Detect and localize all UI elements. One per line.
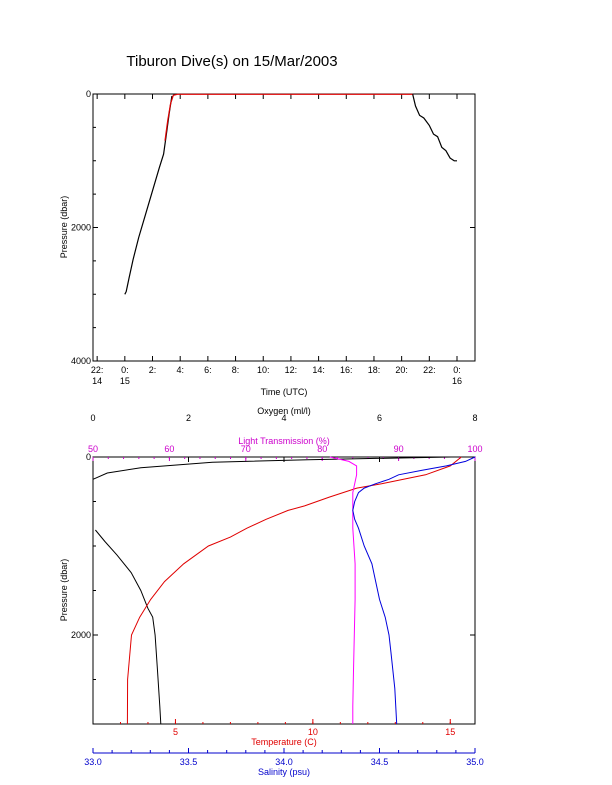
oxygen-tick-label-1: 2 [186, 413, 191, 423]
light-tick-label-5: 100 [467, 444, 482, 454]
salinity-tick-label-3: 34.5 [371, 757, 389, 767]
light-tick-label-0: 50 [88, 444, 98, 454]
top-x-tick-label-6: 10: [257, 365, 270, 375]
bottom-series-group [92, 456, 476, 725]
oxygen-axis-label: Oxygen (ml/l) [257, 406, 311, 416]
top-x-tick-label-4: 6: [204, 365, 212, 375]
top-x-tick-sublabel-13: 16 [452, 376, 462, 386]
top-x-tick-label-11: 20: [395, 365, 408, 375]
salinity-tick-label-4: 35.0 [466, 757, 484, 767]
top-x-ticks: 22:140:152: 4: 6: 8: 10: 12: 14: 16: 18: 20: 22: 0:… [91, 94, 462, 386]
top-x-tick-label-1: 0: [121, 365, 129, 375]
top-series-line-1 [164, 93, 413, 141]
profile-line-oxygen-1 [95, 529, 162, 725]
oxygen-tick-label-2: 4 [281, 413, 286, 423]
top-x-tick-sublabel-0: 14 [92, 376, 102, 386]
top-x-tick-label-13: 0: [453, 365, 461, 375]
light-transmission-axis-label: Light Transmission (%) [238, 436, 330, 446]
top-series-line-2 [412, 94, 457, 162]
top-x-axis-label: Time (UTC) [261, 387, 308, 397]
temperature-tick-label-1: 10 [308, 727, 318, 737]
oxygen-tick-label-0: 0 [90, 413, 95, 423]
salinity-axis-label: Salinity (psu) [258, 767, 310, 777]
salinity-tick-label-0: 33.0 [84, 757, 102, 767]
top-y-tick-label-1: 2000 [71, 223, 91, 233]
profile-line-oxygen-0 [92, 456, 452, 480]
top-y-tick-label-0: 0 [86, 89, 91, 99]
salinity-tick-label-1: 33.5 [180, 757, 198, 767]
oxygen-tick-label-4: 8 [472, 413, 477, 423]
top-x-tick-label-7: 12: [285, 365, 298, 375]
profile-plot: 0 2000 0 2 4 6 8 50 60 70 80 90 100 5 10 15 33.0 33.5 34.0… [59, 406, 484, 777]
top-x-tick-label-9: 16: [340, 365, 353, 375]
bottom-plot-frame [92, 456, 476, 725]
figure-title: Tiburon Dive(s) on 15/Mar/2003 [126, 53, 337, 70]
profile-line-temperature-2 [126, 456, 462, 725]
profile-line-salinity-4 [352, 456, 476, 725]
top-x-tick-label-5: 8: [232, 365, 240, 375]
top-x-tick-label-2: 2: [149, 365, 157, 375]
top-x-tick-label-0: 22: [91, 365, 104, 375]
light-tick-label-4: 90 [394, 444, 404, 454]
bottom-y-tick-label-0: 0 [86, 452, 91, 462]
top-y-ticks: 0 2000 4000 [71, 89, 475, 366]
bottom-axis-ticks: 0 2000 0 2 4 6 8 50 60 70 80 90 100 5 10 15 33.0 33.5 34.0… [71, 413, 484, 767]
top-x-tick-label-8: 14: [312, 365, 325, 375]
temperature-tick-label-2: 15 [445, 727, 455, 737]
light-tick-label-1: 60 [164, 444, 174, 454]
profile-line-light-3 [329, 456, 358, 724]
top-y-tick-label-2: 4000 [71, 356, 91, 366]
top-y-axis-label: Pressure (dbar) [59, 196, 69, 259]
top-series-group [124, 93, 457, 295]
temperature-tick-label-0: 5 [173, 727, 178, 737]
top-plot-frame [92, 93, 476, 362]
top-x-tick-label-12: 22: [423, 365, 436, 375]
oxygen-tick-label-3: 6 [377, 413, 382, 423]
bottom-y-tick-label-1: 2000 [71, 630, 91, 640]
top-series-line-0 [124, 95, 173, 295]
light-tick-label-2: 70 [241, 444, 251, 454]
top-x-tick-label-10: 18: [368, 365, 381, 375]
top-x-tick-label-3: 4: [176, 365, 184, 375]
top-x-tick-sublabel-1: 15 [120, 376, 130, 386]
pressure-time-plot: 22:140:152: 4: 6: 8: 10: 12: 14: 16: 18: 20: 22: 0:… [59, 89, 476, 397]
salinity-tick-label-2: 34.0 [275, 757, 293, 767]
temperature-axis-label: Temperature (C) [251, 737, 317, 747]
bottom-y-axis-label: Pressure (dbar) [59, 559, 69, 622]
light-tick-label-3: 80 [317, 444, 327, 454]
